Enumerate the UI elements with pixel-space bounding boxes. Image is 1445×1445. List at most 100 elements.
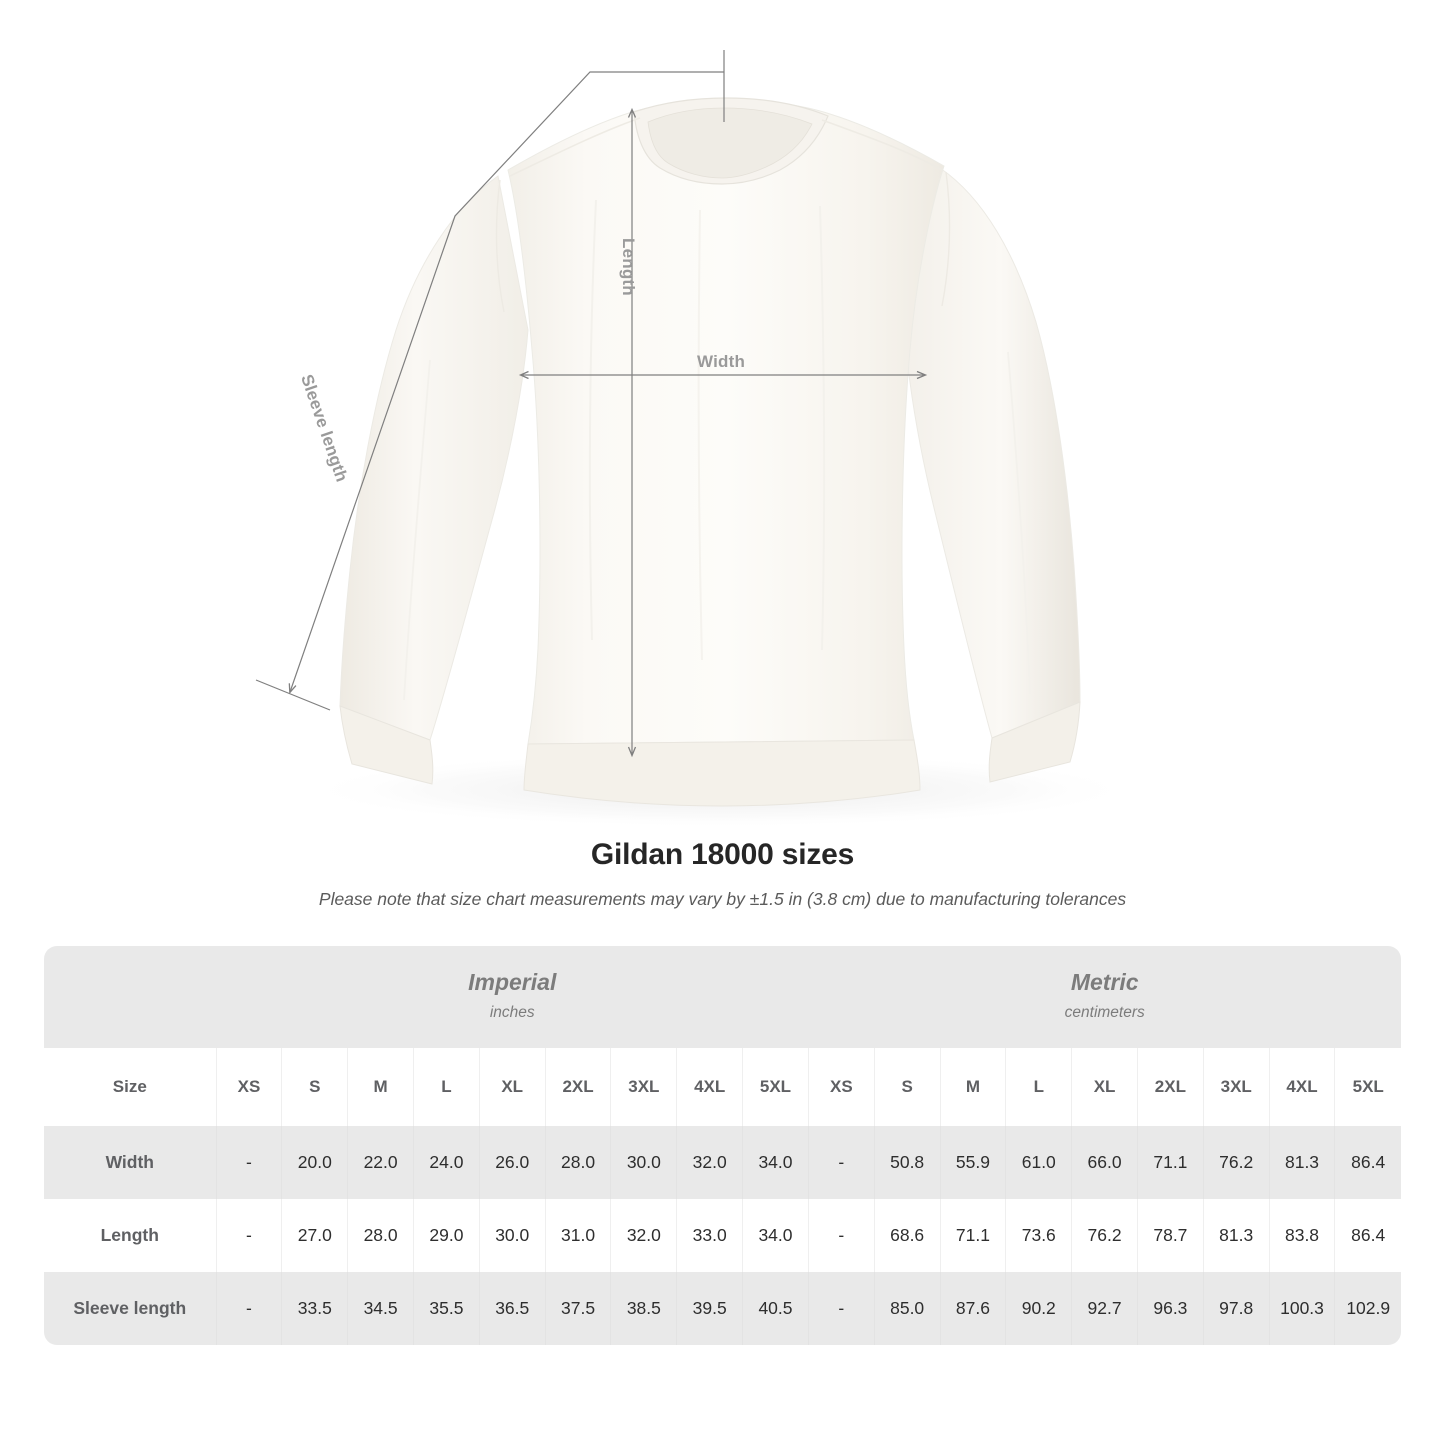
cell-length-metric-5xl: 86.4 <box>1334 1198 1401 1272</box>
cell-sleeve-imperial-2xl: 37.5 <box>544 1271 611 1345</box>
unit-header-spacer <box>44 946 217 1048</box>
table-row-sleeve-length: Sleeve length - 33.5 34.5 35.5 36.5 37.5… <box>44 1271 1401 1345</box>
size-header-row: Size XS S M L XL 2XL 3XL 4XL 5XL XS S M … <box>44 1047 1401 1126</box>
size-header-imperial-5xl: 5XL <box>742 1047 809 1126</box>
cell-width-metric-xs: - <box>807 1125 875 1199</box>
size-header-metric-s: S <box>873 1047 941 1126</box>
size-header-imperial-s: S <box>281 1047 348 1126</box>
size-header-metric-m: M <box>939 1047 1006 1126</box>
cell-width-metric-m: 55.9 <box>939 1125 1006 1199</box>
cell-sleeve-imperial-4xl: 39.5 <box>676 1271 743 1345</box>
cell-width-metric-2xl: 71.1 <box>1136 1125 1204 1199</box>
cell-width-metric-s: 50.8 <box>873 1125 941 1199</box>
cell-width-imperial-xs: - <box>215 1125 282 1199</box>
cell-width-imperial-3xl: 30.0 <box>610 1125 677 1199</box>
measurement-guides <box>255 50 928 758</box>
cell-sleeve-metric-l: 90.2 <box>1005 1271 1072 1345</box>
size-table-wrapper: Imperial inches Metric centimeters Size … <box>44 946 1401 1345</box>
cell-sleeve-imperial-m: 34.5 <box>347 1271 414 1345</box>
cell-sleeve-metric-s: 85.0 <box>873 1271 941 1345</box>
unit-header-metric: Metric centimeters <box>808 946 1401 1048</box>
cell-width-imperial-5xl: 34.0 <box>742 1125 809 1199</box>
size-header-metric-l: L <box>1005 1047 1072 1126</box>
cell-length-metric-3xl: 81.3 <box>1202 1198 1270 1272</box>
table-row-length: Length - 27.0 28.0 29.0 30.0 31.0 32.0 3… <box>44 1198 1401 1272</box>
cell-sleeve-metric-xl: 92.7 <box>1071 1271 1138 1345</box>
unit-sub-metric: centimeters <box>1064 1003 1145 1021</box>
size-header-imperial-2xl: 2XL <box>544 1047 611 1126</box>
row-label-sleeve-length: Sleeve length <box>44 1271 217 1345</box>
size-header-imperial-m: M <box>347 1047 414 1126</box>
size-header-imperial-4xl: 4XL <box>676 1047 743 1126</box>
cell-length-metric-l: 73.6 <box>1005 1198 1072 1272</box>
size-header-metric-5xl: 5XL <box>1334 1047 1401 1126</box>
table-row-width: Width - 20.0 22.0 24.0 26.0 28.0 30.0 32… <box>44 1125 1401 1199</box>
cell-width-metric-3xl: 76.2 <box>1202 1125 1270 1199</box>
cell-width-imperial-s: 20.0 <box>281 1125 348 1199</box>
row-label-width: Width <box>44 1125 217 1199</box>
unit-sub-imperial: inches <box>489 1003 535 1021</box>
sleeve-length-line <box>288 71 724 695</box>
cell-width-imperial-4xl: 32.0 <box>676 1125 743 1199</box>
unit-name-imperial: Imperial <box>468 969 557 995</box>
cell-width-imperial-l: 24.0 <box>413 1125 480 1199</box>
sleeve-length-start-tick <box>255 679 331 711</box>
cell-length-metric-s: 68.6 <box>873 1198 941 1272</box>
cell-length-imperial-l: 29.0 <box>413 1198 480 1272</box>
cell-sleeve-metric-2xl: 96.3 <box>1136 1271 1204 1345</box>
cell-sleeve-imperial-xs: - <box>215 1271 282 1345</box>
cell-sleeve-metric-4xl: 100.3 <box>1268 1271 1335 1345</box>
cell-sleeve-imperial-3xl: 38.5 <box>610 1271 677 1345</box>
sweatshirt-diagram-svg <box>255 50 1140 828</box>
cell-sleeve-metric-xs: - <box>807 1271 875 1345</box>
cell-length-metric-xs: - <box>807 1198 875 1272</box>
cell-width-imperial-2xl: 28.0 <box>544 1125 611 1199</box>
sweatshirt-garment <box>339 97 1081 807</box>
size-header-imperial-xl: XL <box>478 1047 546 1126</box>
width-label: Width <box>697 352 746 371</box>
unit-name-metric: Metric <box>1070 969 1139 995</box>
cell-length-imperial-s: 27.0 <box>281 1198 348 1272</box>
size-header-metric-4xl: 4XL <box>1268 1047 1335 1126</box>
cell-length-metric-2xl: 78.7 <box>1136 1198 1204 1272</box>
cell-length-metric-m: 71.1 <box>939 1198 1006 1272</box>
unit-header-row: Imperial inches Metric centimeters <box>44 946 1401 1048</box>
cell-width-metric-l: 61.0 <box>1005 1125 1072 1199</box>
cell-length-imperial-3xl: 32.0 <box>610 1198 677 1272</box>
cell-sleeve-imperial-5xl: 40.5 <box>742 1271 809 1345</box>
size-header-imperial-3xl: 3XL <box>610 1047 677 1126</box>
cell-width-metric-4xl: 81.3 <box>1268 1125 1335 1199</box>
cell-length-imperial-4xl: 33.0 <box>676 1198 743 1272</box>
cell-width-metric-xl: 66.0 <box>1071 1125 1138 1199</box>
cell-length-imperial-xs: - <box>215 1198 282 1272</box>
cell-sleeve-imperial-xl: 36.5 <box>478 1271 546 1345</box>
size-header-metric-2xl: 2XL <box>1136 1047 1204 1126</box>
cell-length-metric-xl: 76.2 <box>1071 1198 1138 1272</box>
size-header-imperial-l: L <box>413 1047 480 1126</box>
cell-sleeve-metric-m: 87.6 <box>939 1271 1006 1345</box>
size-header-metric-3xl: 3XL <box>1202 1047 1270 1126</box>
size-header-imperial-xs: XS <box>215 1047 282 1126</box>
cell-sleeve-imperial-s: 33.5 <box>281 1271 348 1345</box>
cell-sleeve-metric-5xl: 102.9 <box>1334 1271 1401 1345</box>
page-title: Gildan 18000 sizes <box>590 838 855 871</box>
cell-width-imperial-m: 22.0 <box>347 1125 414 1199</box>
length-label: Length <box>619 238 638 296</box>
cell-length-imperial-5xl: 34.0 <box>742 1198 809 1272</box>
cell-length-imperial-xl: 30.0 <box>478 1198 546 1272</box>
tolerance-note: Please note that size chart measurements… <box>318 889 1127 909</box>
size-header-label: Size <box>44 1047 217 1126</box>
cell-length-imperial-m: 28.0 <box>347 1198 414 1272</box>
row-label-length: Length <box>44 1198 217 1272</box>
size-header-metric-xs: XS <box>807 1047 875 1126</box>
size-table: Imperial inches Metric centimeters Size … <box>44 946 1401 1345</box>
cell-width-metric-5xl: 86.4 <box>1334 1125 1401 1199</box>
product-illustration: Length Width Sleeve length <box>255 50 1140 828</box>
cell-length-imperial-2xl: 31.0 <box>544 1198 611 1272</box>
cell-sleeve-metric-3xl: 97.8 <box>1202 1271 1270 1345</box>
size-header-metric-xl: XL <box>1071 1047 1138 1126</box>
cell-sleeve-imperial-l: 35.5 <box>413 1271 480 1345</box>
title-block: Gildan 18000 sizes Please note that size… <box>0 830 1445 910</box>
cell-length-metric-4xl: 83.8 <box>1268 1198 1335 1272</box>
